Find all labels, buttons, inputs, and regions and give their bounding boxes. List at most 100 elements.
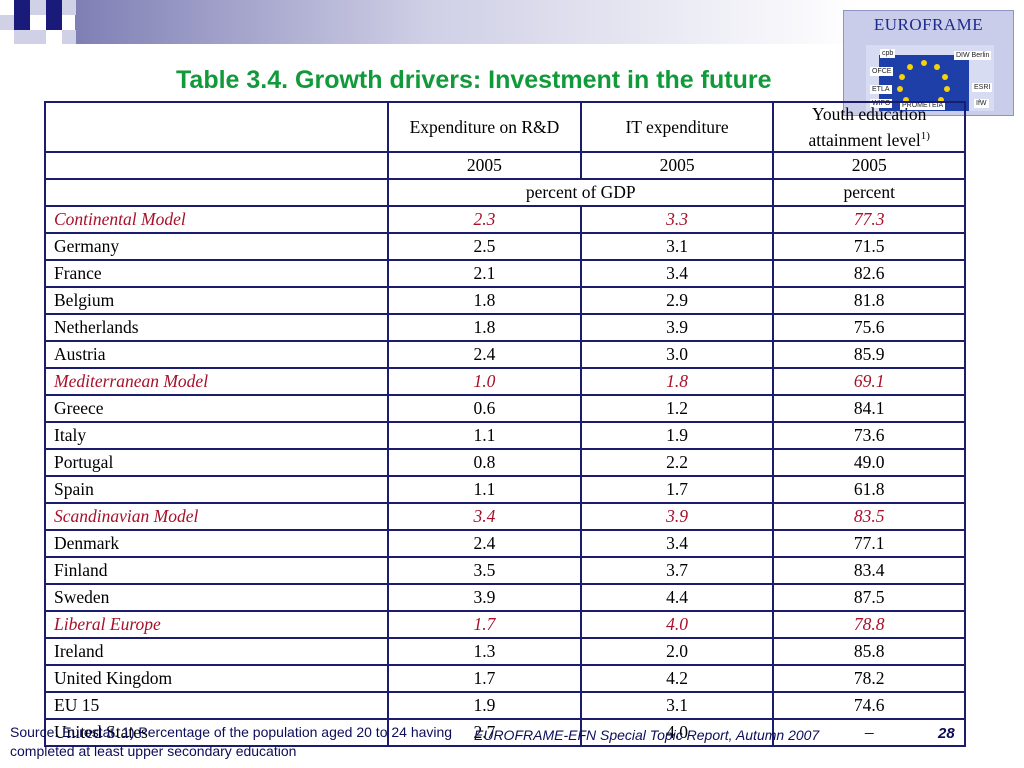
table-row: Finland 3.5 3.7 83.4 — [43, 555, 966, 585]
table-row: Germany 2.5 3.1 71.5 — [43, 231, 966, 261]
deco-square — [46, 15, 62, 30]
deco-square — [14, 30, 30, 44]
table-row: Netherlands 1.8 3.9 75.6 — [43, 312, 966, 342]
it-value: 2.0 — [579, 636, 775, 666]
rd-value: 1.7 — [387, 609, 582, 639]
growth-drivers-table: Expenditure on R&D IT expenditure Youth … — [43, 101, 966, 747]
table-row: Greece 0.6 1.2 84.1 — [43, 393, 966, 423]
it-value: 3.3 — [579, 204, 775, 234]
year-row: 2005 2005 2005 — [43, 150, 966, 180]
it-value: 1.2 — [579, 393, 775, 423]
source-note: Source: Eurostat. 1) Percentage of the p… — [10, 724, 453, 759]
header-youth-education-label: Youth education attainment level — [808, 104, 927, 150]
rd-value: 1.8 — [387, 285, 582, 315]
header-empty-cell — [43, 101, 390, 153]
row-label: EU 15 — [43, 690, 390, 720]
deco-square — [30, 15, 46, 30]
year-cell: 2005 — [387, 150, 582, 180]
it-value: 3.4 — [579, 258, 775, 288]
rd-value: 0.6 — [387, 393, 582, 423]
it-value: 1.8 — [579, 366, 775, 396]
rd-value: 1.3 — [387, 636, 582, 666]
it-value: 3.1 — [579, 231, 775, 261]
youth-education-value: 82.6 — [772, 258, 966, 288]
youth-education-value: 77.3 — [772, 204, 966, 234]
deco-square — [14, 15, 30, 30]
youth-education-value: 81.8 — [772, 285, 966, 315]
youth-education-value: 83.5 — [772, 501, 966, 531]
rd-value: 3.9 — [387, 582, 582, 612]
table-row: Continental Model 2.3 3.3 77.3 — [43, 204, 966, 234]
table-row: Ireland 1.3 2.0 85.8 — [43, 636, 966, 666]
rd-value: 1.7 — [387, 663, 582, 693]
rd-value: 1.8 — [387, 312, 582, 342]
rd-value: 1.1 — [387, 420, 582, 450]
youth-education-value: 87.5 — [772, 582, 966, 612]
table-row: France 2.1 3.4 82.6 — [43, 258, 966, 288]
youth-education-value: 73.6 — [772, 420, 966, 450]
row-label: Continental Model — [43, 204, 390, 234]
youth-education-value: 77.1 — [772, 528, 966, 558]
it-value: 4.4 — [579, 582, 775, 612]
table-row: Mediterranean Model 1.0 1.8 69.1 — [43, 366, 966, 396]
row-label: Netherlands — [43, 312, 390, 342]
it-value: 3.9 — [579, 312, 775, 342]
unit-row-empty — [43, 177, 390, 207]
rd-value: 3.5 — [387, 555, 582, 585]
it-value: 3.1 — [579, 690, 775, 720]
table-row: Portugal 0.8 2.2 49.0 — [43, 447, 966, 477]
year-cell: 2005 — [772, 150, 966, 180]
it-value: 4.2 — [579, 663, 775, 693]
table-body: Continental Model 2.3 3.3 77.3 Germany 2.5 3.1… — [43, 204, 966, 747]
row-label: Belgium — [43, 285, 390, 315]
rd-value: 2.4 — [387, 528, 582, 558]
youth-education-value: 75.6 — [772, 312, 966, 342]
row-label: Scandinavian Model — [43, 501, 390, 531]
row-label: Spain — [43, 474, 390, 504]
rd-value: 3.4 — [387, 501, 582, 531]
deco-square — [0, 15, 14, 30]
logo-institute: cpb — [880, 49, 896, 58]
youth-education-value: 49.0 — [772, 447, 966, 477]
row-label: United States — [43, 717, 390, 747]
header-it: IT expenditure — [579, 101, 775, 153]
deco-square — [30, 0, 46, 15]
year-cell: 2005 — [579, 150, 775, 180]
deco-square — [46, 0, 62, 15]
logo-institute: OFCE — [870, 67, 894, 76]
deco-square — [30, 30, 46, 44]
table-row: Spain 1.1 1.7 61.8 — [43, 474, 966, 504]
youth-education-value: 71.5 — [772, 231, 966, 261]
youth-education-value: 85.8 — [772, 636, 966, 666]
rd-value: 1.1 — [387, 474, 582, 504]
table-row: United Kingdom 1.7 4.2 78.2 — [43, 663, 966, 693]
footnote-marker: 1) — [920, 130, 930, 142]
logo-institute: DIW Berlin — [954, 51, 992, 60]
it-value: 3.9 — [579, 501, 775, 531]
table-header-row: Expenditure on R&D IT expenditure Youth … — [43, 101, 966, 153]
deco-square — [62, 30, 76, 44]
table-row: Denmark 2.4 3.4 77.1 — [43, 528, 966, 558]
row-label: Germany — [43, 231, 390, 261]
youth-education-value: 78.8 — [772, 609, 966, 639]
rd-value: 1.9 — [387, 690, 582, 720]
rd-value: 2.4 — [387, 339, 582, 369]
row-label: Mediterranean Model — [43, 366, 390, 396]
row-label: Greece — [43, 393, 390, 423]
row-label: Finland — [43, 555, 390, 585]
it-value: 4.0 — [579, 609, 775, 639]
youth-education-value: 84.1 — [772, 393, 966, 423]
table-row: EU 15 1.9 3.1 74.6 — [43, 690, 966, 720]
page-number: 28 — [938, 725, 955, 742]
row-label: Liberal Europe — [43, 609, 390, 639]
unit-percent: percent — [772, 177, 966, 207]
row-label: Ireland — [43, 636, 390, 666]
report-title: EUROFRAME-EFN Special Topic Report, Autu… — [474, 727, 820, 743]
unit-row: percent of GDP percent — [43, 177, 966, 207]
logo-institute: ETLA — [870, 85, 892, 94]
logo-institute: ESRI — [972, 83, 993, 92]
it-value: 4.0 — [579, 717, 775, 747]
table-row: Scandinavian Model 3.4 3.9 83.5 — [43, 501, 966, 531]
slide-title: Table 3.4. Growth drivers: Investment in… — [176, 66, 772, 94]
header-gradient-stripe — [75, 0, 860, 44]
